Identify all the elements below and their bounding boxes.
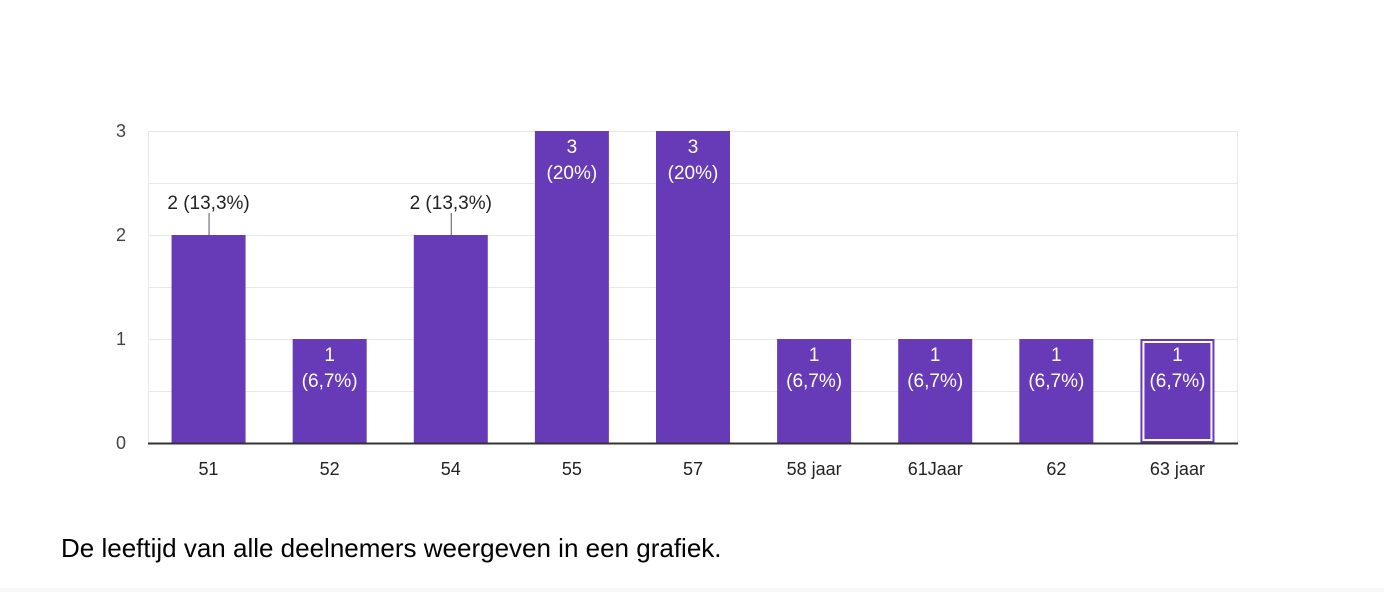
bar[interactable]	[1019, 339, 1094, 443]
y-tick-label: 3	[116, 121, 126, 141]
bar-data-label: (20%)	[547, 163, 598, 184]
bar-data-label: (20%)	[668, 163, 719, 184]
x-tick-label: 57	[683, 459, 703, 479]
bar[interactable]	[413, 235, 488, 443]
x-tick-label: 58 jaar	[787, 459, 842, 479]
footer-band	[0, 588, 1384, 592]
bar[interactable]	[534, 131, 609, 443]
bar-data-label: 2 (13,3%)	[410, 193, 492, 214]
x-tick-label: 51	[199, 459, 219, 479]
x-tick-label: 55	[562, 459, 582, 479]
bar-data-label: 1	[930, 345, 941, 366]
bar-data-label: 1	[324, 345, 335, 366]
x-tick-label: 61Jaar	[908, 459, 963, 479]
bar-data-label: (6,7%)	[907, 371, 963, 392]
y-tick-label: 2	[116, 225, 126, 245]
bar[interactable]	[1140, 339, 1215, 443]
bar-data-label: (6,7%)	[1149, 371, 1205, 392]
y-tick-label: 1	[116, 329, 126, 349]
bar[interactable]	[898, 339, 973, 443]
x-tick-label: 63 jaar	[1150, 459, 1205, 479]
bar-data-label: (6,7%)	[1028, 371, 1084, 392]
x-tick-label: 54	[441, 459, 461, 479]
bar-data-label: 3	[688, 137, 699, 158]
bar-data-label: 1	[809, 345, 820, 366]
bar-data-label: 3	[567, 137, 578, 158]
bar-data-label: (6,7%)	[786, 371, 842, 392]
chart-caption: De leeftijd van alle deelnemers weergeve…	[61, 533, 722, 563]
y-tick-label: 0	[116, 433, 126, 453]
bar-data-label: 1	[1172, 345, 1183, 366]
bar[interactable]	[171, 235, 246, 443]
bar-data-label: 1	[1051, 345, 1062, 366]
bar[interactable]	[292, 339, 367, 443]
bar[interactable]	[656, 131, 730, 443]
bar-chart: 0 1 2 3 2 (13,3%) 51 1 (6,7%) 52 2 (13,3%) 54 3 (20%…	[116, 121, 1238, 479]
bar-data-label: 2 (13,3%)	[167, 193, 249, 214]
bar-data-label: (6,7%)	[302, 371, 358, 392]
x-tick-label: 62	[1046, 459, 1066, 479]
x-tick-label: 52	[320, 459, 340, 479]
bar-selection-outline	[1142, 341, 1213, 441]
bar[interactable]	[777, 339, 852, 443]
